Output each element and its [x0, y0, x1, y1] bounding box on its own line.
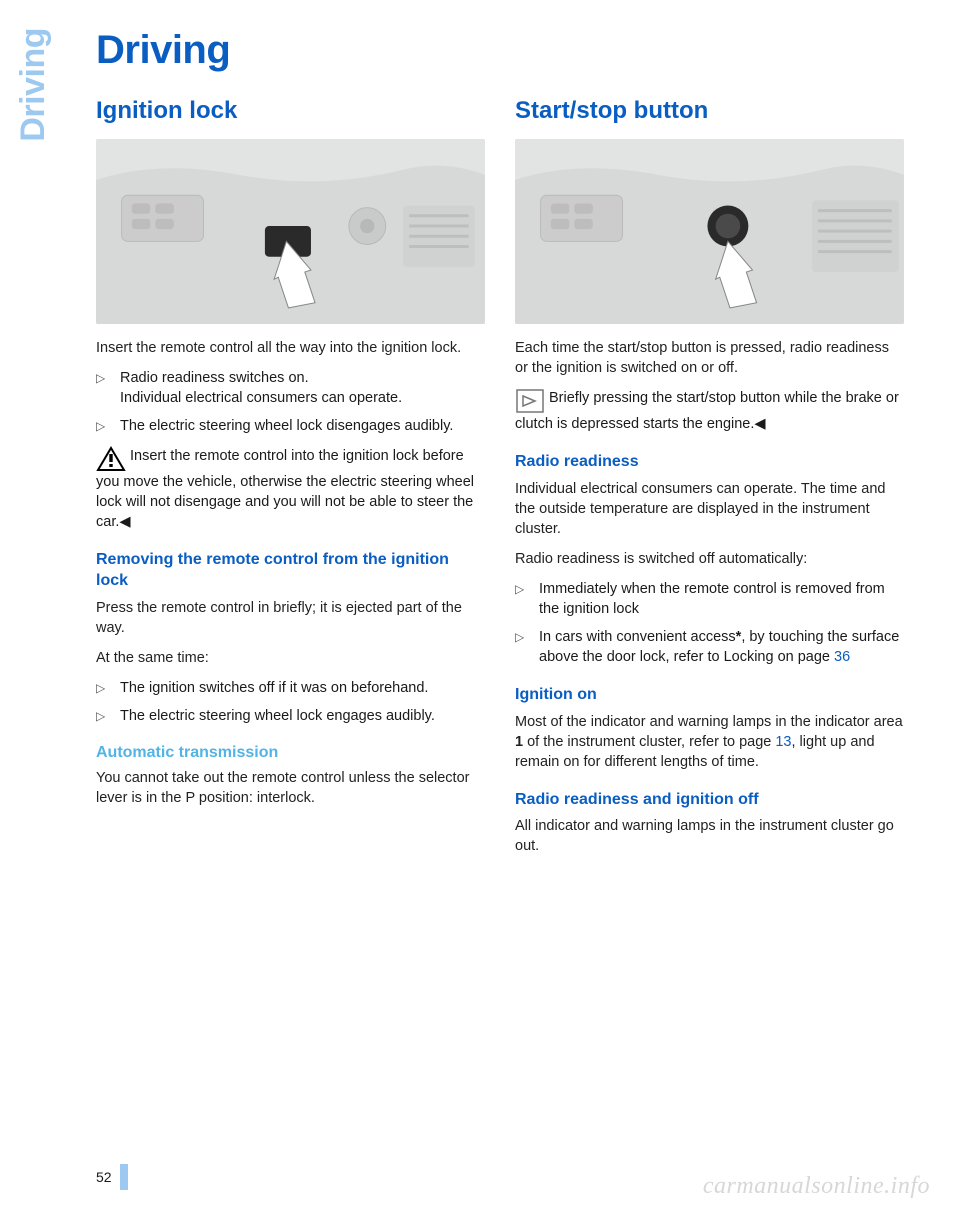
paragraph: All indicator and warning lamps in the i…: [515, 816, 904, 856]
list-text: The ignition switches off if it was on b…: [120, 678, 485, 698]
bullet-icon: ▷: [96, 678, 120, 698]
subheading-ignition-on: Ignition on: [515, 685, 904, 706]
info-icon: [515, 388, 545, 414]
page-content: Driving Ignition lock: [0, 0, 960, 866]
paragraph: Individual electrical consumers can oper…: [515, 479, 904, 539]
dashboard-illustration-icon: [515, 139, 904, 324]
watermark: carmanualsonline.info: [703, 1173, 930, 1200]
list-item: ▷ Radio readiness switches on. Individua…: [96, 368, 485, 408]
bullet-icon: ▷: [96, 706, 120, 726]
list-text: Immediately when the remote control is r…: [539, 579, 904, 619]
figure-start-stop-button: [515, 139, 904, 324]
subheading-automatic-transmission: Automatic transmission: [96, 744, 485, 762]
subheading-radio-ignition-off: Radio readiness and ignition off: [515, 790, 904, 811]
paragraph: At the same time:: [96, 648, 485, 668]
dashboard-illustration-icon: [96, 139, 485, 324]
list-text: The electric steering wheel lock disenga…: [120, 416, 485, 436]
paragraph: Radio readiness is switched off automati…: [515, 549, 904, 569]
bullet-icon: ▷: [96, 416, 120, 436]
warning-icon: [96, 446, 126, 472]
page-link[interactable]: 13: [775, 734, 791, 750]
figure-ignition-lock: [96, 139, 485, 324]
paragraph: You cannot take out the remote control u…: [96, 768, 485, 808]
list-text: The electric steering wheel lock engages…: [120, 706, 485, 726]
list-item: ▷ The electric steering wheel lock engag…: [96, 706, 485, 726]
info-text: Briefly pressing the start/stop button w…: [515, 390, 899, 432]
warning-text: Insert the remote control into the ignit…: [96, 448, 474, 530]
left-column: Ignition lock: [96, 97, 485, 866]
list-item: ▷ Immediately when the remote control is…: [515, 579, 904, 619]
page-title: Driving: [96, 28, 904, 73]
page-number-bar-icon: [120, 1164, 128, 1190]
bullet-icon: ▷: [515, 579, 539, 619]
paragraph: Most of the indicator and warning lamps …: [515, 712, 904, 772]
paragraph: Press the remote control in briefly; it …: [96, 598, 485, 638]
columns: Ignition lock: [96, 97, 904, 866]
list-item: ▷ In cars with convenient access*, by to…: [515, 627, 904, 667]
list-text: In cars with convenient access*, by touc…: [539, 627, 904, 667]
page-link[interactable]: 36: [834, 649, 850, 665]
section-heading-ignition-lock: Ignition lock: [96, 97, 485, 125]
subheading-radio-readiness: Radio readiness: [515, 452, 904, 473]
bullet-list: ▷ Immediately when the remote control is…: [515, 579, 904, 667]
paragraph: Insert the remote control all the way in…: [96, 338, 485, 358]
list-text: Radio readiness switches on.: [120, 370, 309, 386]
page-number: 52: [96, 1164, 128, 1190]
bullet-icon: ▷: [96, 368, 120, 408]
list-item: ▷ The ignition switches off if it was on…: [96, 678, 485, 698]
list-text: Individual electrical consumers can oper…: [120, 390, 402, 406]
info-note: Briefly pressing the start/stop button w…: [515, 388, 904, 434]
right-column: Start/stop button: [515, 97, 904, 866]
list-item: ▷ The electric steering wheel lock disen…: [96, 416, 485, 436]
section-heading-start-stop: Start/stop button: [515, 97, 904, 125]
page-number-value: 52: [96, 1169, 112, 1185]
bullet-list: ▷ The ignition switches off if it was on…: [96, 678, 485, 726]
bullet-list: ▷ Radio readiness switches on. Individua…: [96, 368, 485, 436]
bold-ref: 1: [515, 734, 523, 750]
bullet-icon: ▷: [515, 627, 539, 667]
side-tab-label: Driving: [14, 28, 53, 142]
subheading-removing-remote: Removing the remote control from the ign…: [96, 550, 485, 592]
paragraph: Each time the start/stop button is press…: [515, 338, 904, 378]
warning-note: Insert the remote control into the ignit…: [96, 446, 485, 532]
